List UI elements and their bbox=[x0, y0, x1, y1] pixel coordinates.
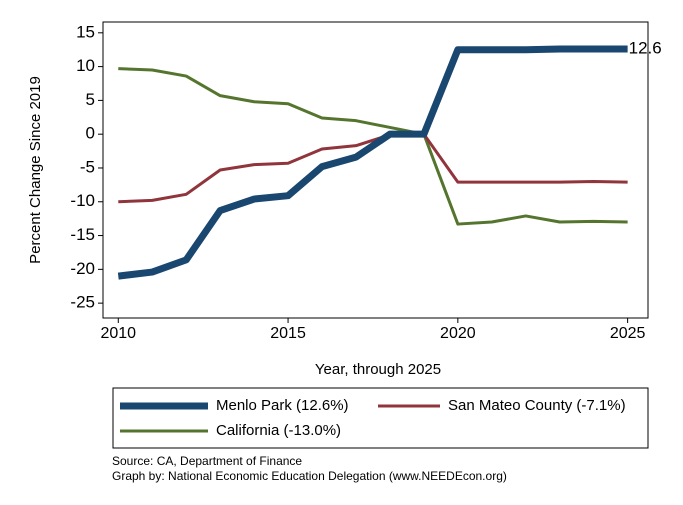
legend-label: San Mateo County (-7.1%) bbox=[448, 397, 626, 414]
y-tick-label: -20 bbox=[70, 259, 95, 278]
y-tick-label: 15 bbox=[76, 22, 95, 41]
y-tick-label: -25 bbox=[70, 293, 95, 312]
y-tick-label: -5 bbox=[80, 157, 95, 176]
y-tick-label: 10 bbox=[76, 56, 95, 75]
x-axis-label: Year, through 2025 bbox=[315, 361, 441, 378]
value-label: 12.6 bbox=[629, 39, 662, 58]
legend-box bbox=[112, 387, 649, 449]
source-note: Source: CA, Department of Finance bbox=[112, 454, 302, 468]
y-tick-label: -10 bbox=[70, 191, 95, 210]
y-tick-label: 0 bbox=[86, 124, 95, 143]
legend-label: Menlo Park (12.6%) bbox=[216, 397, 349, 414]
credit-note: Graph by: National Economic Education De… bbox=[112, 469, 507, 483]
x-tick-label: 2015 bbox=[270, 325, 306, 342]
x-tick-label: 2025 bbox=[610, 325, 646, 342]
y-tick-label: 5 bbox=[86, 90, 95, 109]
legend-label: California (-13.0%) bbox=[216, 422, 341, 439]
plot-frame bbox=[102, 21, 649, 319]
series-line bbox=[118, 67, 628, 226]
series-line bbox=[118, 132, 628, 204]
x-tick-label: 2020 bbox=[440, 325, 476, 342]
y-tick-label: -15 bbox=[70, 225, 95, 244]
series-line bbox=[117, 45, 628, 280]
y-axis-label: Percent Change Since 2019 bbox=[27, 76, 44, 264]
x-tick-label: 2010 bbox=[100, 325, 136, 342]
